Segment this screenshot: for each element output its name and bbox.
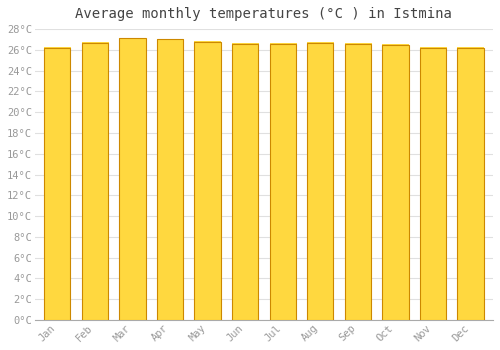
Bar <box>458 48 483 320</box>
Bar <box>420 48 446 320</box>
Bar <box>44 48 70 320</box>
Bar <box>232 44 258 320</box>
Bar <box>157 40 183 320</box>
Bar <box>194 42 220 320</box>
Title: Average monthly temperatures (°C ) in Istmina: Average monthly temperatures (°C ) in Is… <box>76 7 452 21</box>
Bar <box>307 43 334 320</box>
Bar <box>344 44 371 320</box>
Bar <box>120 38 146 320</box>
Bar <box>382 45 408 320</box>
Bar <box>270 44 296 320</box>
Bar <box>82 43 108 320</box>
